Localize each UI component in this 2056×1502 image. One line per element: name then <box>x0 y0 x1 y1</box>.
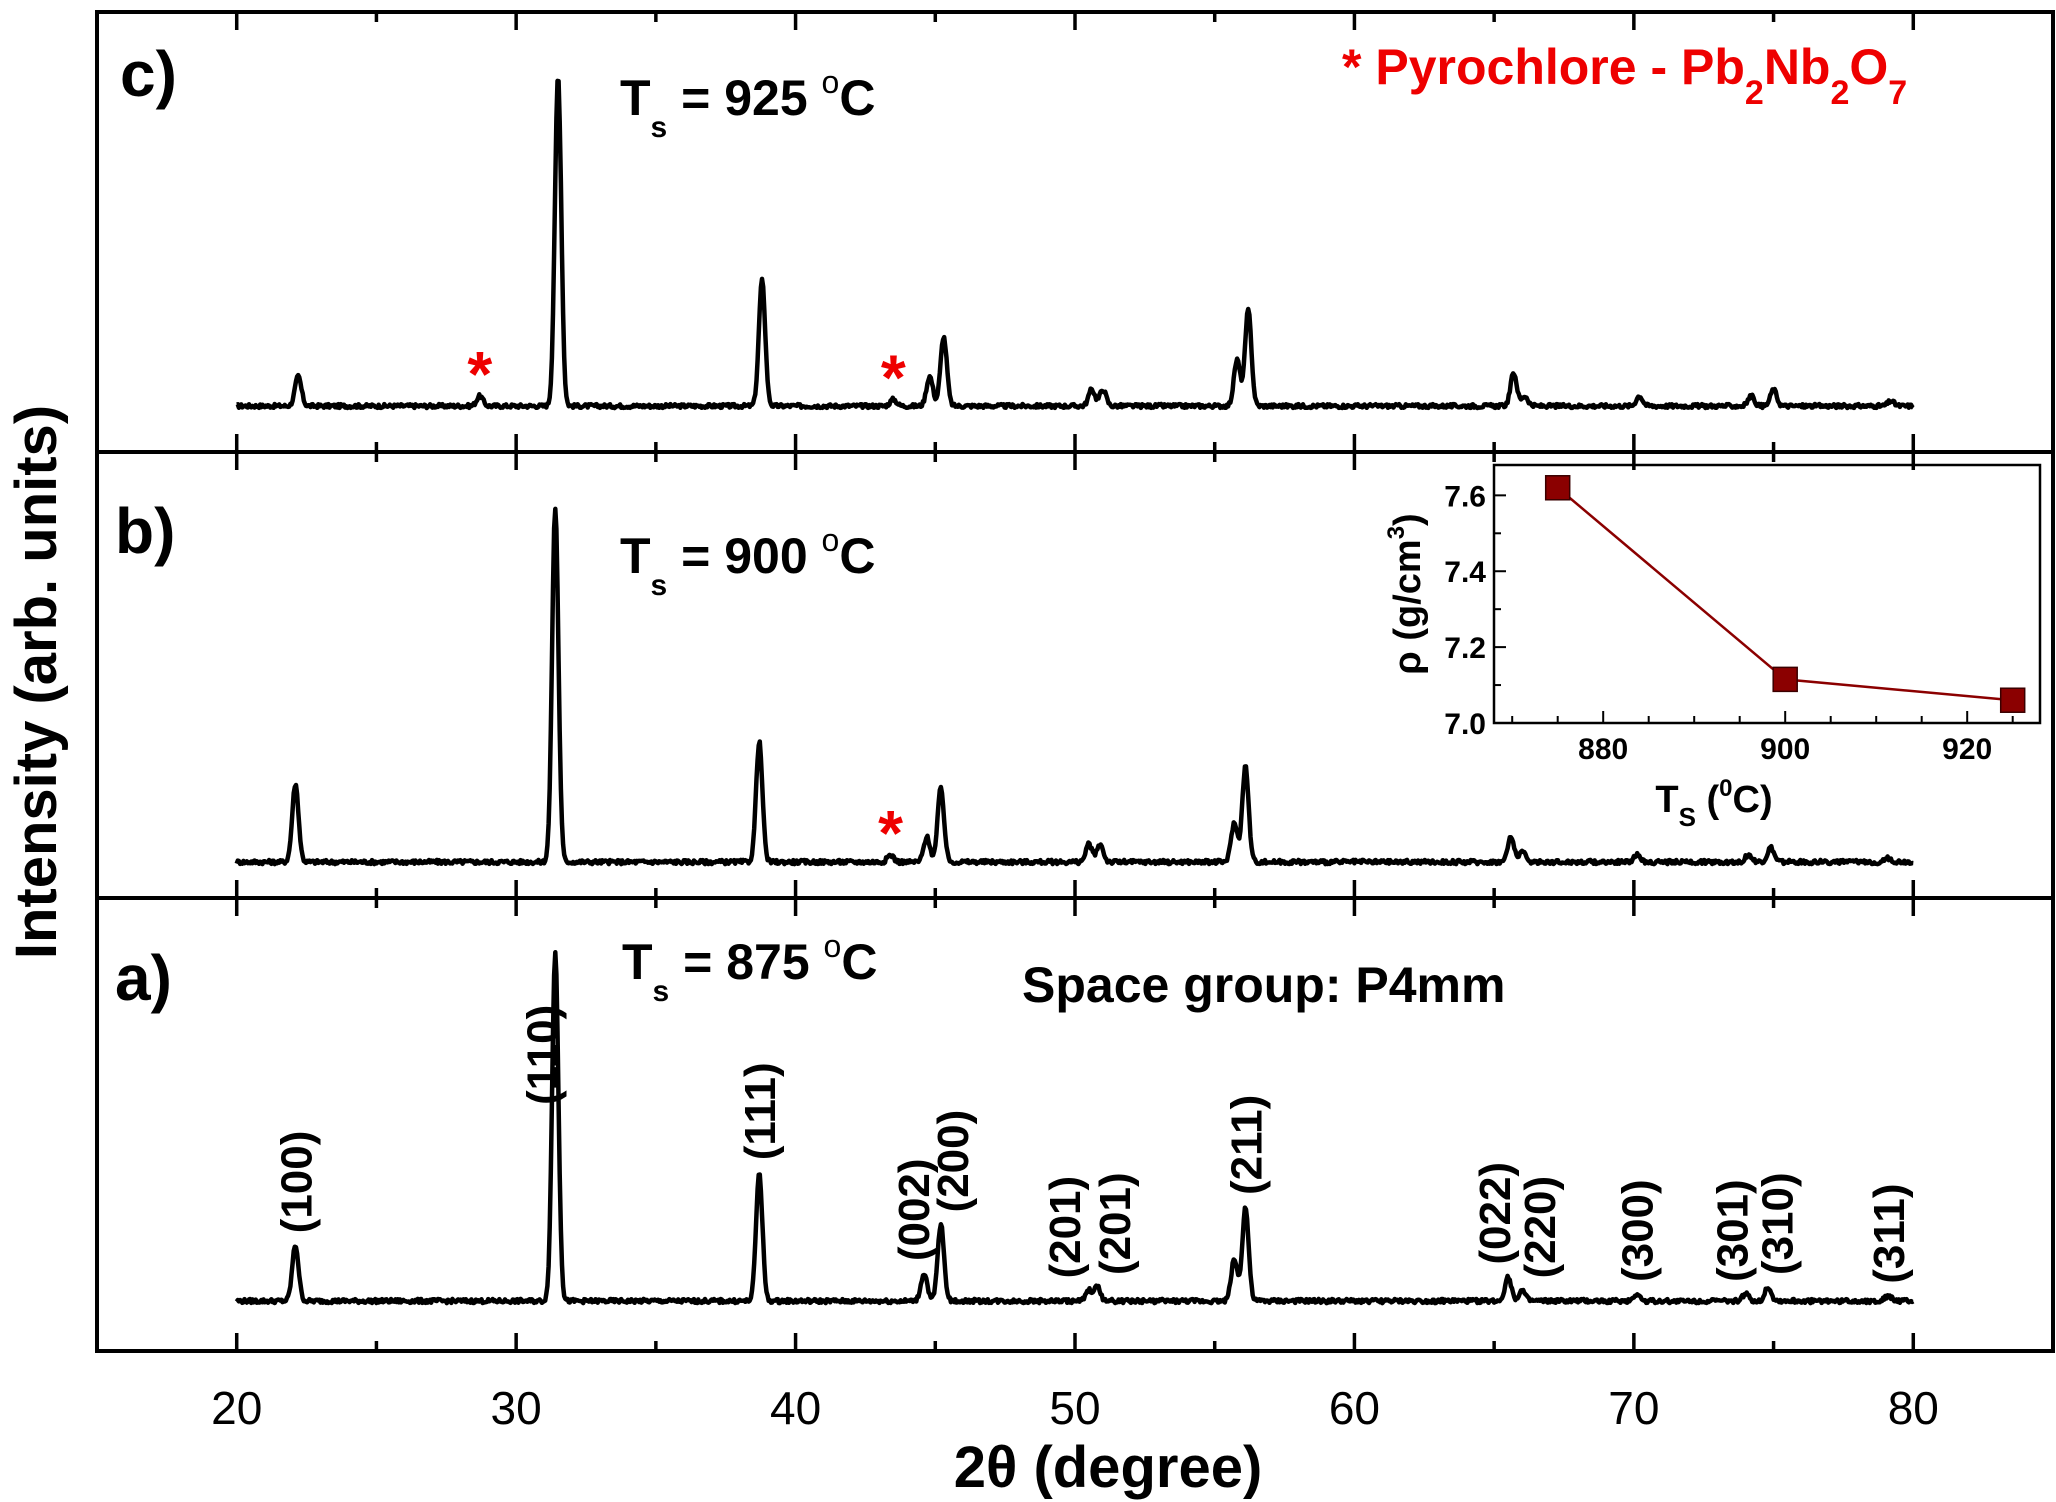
x-tick-label: 30 <box>491 1382 542 1434</box>
hkl-label: (022) <box>1471 1162 1520 1265</box>
pyrochlore-star: * <box>467 338 492 410</box>
inset-y-tick-label: 7.6 <box>1444 480 1486 513</box>
hkl-label: (211) <box>1222 1095 1271 1195</box>
space-group-label: Space group: P4mm <box>1022 957 1505 1013</box>
hkl-label: (110) <box>518 1005 567 1105</box>
x-axis-title: 2θ (degree) <box>954 1435 1263 1500</box>
pyrochlore-star: * <box>878 797 903 869</box>
miller-index-labels: (100) (110) (111) (002)(200) (201) (201) (211)… <box>272 1005 1914 1284</box>
hkl-label: (220) <box>1516 1176 1565 1279</box>
x-tick-label: 60 <box>1329 1382 1380 1434</box>
hkl-label: (200) <box>929 1110 978 1213</box>
temp-label-a: Ts = 875 oC <box>622 928 877 1008</box>
hkl-label: (201) <box>1041 1176 1090 1279</box>
inset-y-title: ρ (g/cm3) <box>1383 513 1429 674</box>
density-inset: 880 900 920 7.0 7.2 7.4 7.6 TS (0C) ρ (g/cm3) <box>1383 463 2042 832</box>
x-tick-label: 80 <box>1888 1382 1939 1434</box>
hkl-label: (300) <box>1614 1179 1663 1282</box>
inset-marker <box>1999 687 2026 713</box>
inset-series <box>1544 475 2026 713</box>
inset-x-tick-label: 900 <box>1760 733 1810 766</box>
x-tick-label: 50 <box>1049 1382 1100 1434</box>
plot-frame <box>95 10 2055 1353</box>
inset-x-tick-label: 880 <box>1578 733 1628 766</box>
xrd-trace-a <box>234 950 1915 1306</box>
inset-y-tick-label: 7.2 <box>1444 632 1486 665</box>
pyrochlore-legend: * Pyrochlore - Pb2Nb2O7 <box>1342 39 1907 112</box>
pyrochlore-markers: * * * <box>467 338 906 869</box>
inset-frame <box>1492 463 2042 725</box>
y-axis-title: Intensity (arb. units) <box>4 405 69 959</box>
temp-label-c: Ts = 925 oC <box>620 64 875 144</box>
diffraction-traces <box>234 78 1915 1306</box>
hkl-label: (002) <box>890 1158 939 1261</box>
inset-ticks: 880 900 920 7.0 7.2 7.4 7.6 <box>1444 480 2014 766</box>
hkl-label: (311) <box>1865 1183 1914 1283</box>
xrd-trace-b <box>234 506 1915 867</box>
inset-y-tick-label: 7.0 <box>1444 708 1486 741</box>
inset-x-title: TS (0C) <box>1655 775 1772 832</box>
inset-y-tick-label: 7.4 <box>1444 556 1486 589</box>
pyrochlore-star: * <box>881 341 906 413</box>
hkl-label: (301) <box>1709 1179 1758 1282</box>
x-tick-label: 40 <box>770 1382 821 1434</box>
temp-label-b: Ts = 900 oC <box>620 522 875 602</box>
panel-label-c: c) <box>120 38 177 110</box>
x-axis-ticks: 20 30 40 50 60 70 80 <box>95 12 2055 1434</box>
inset-marker <box>1544 475 1571 501</box>
panel-label-b: b) <box>115 495 175 567</box>
inset-x-tick-label: 920 <box>1942 733 1992 766</box>
panel-label-a: a) <box>115 942 172 1014</box>
xrd-trace-c <box>235 78 1915 411</box>
hkl-label: (310) <box>1753 1172 1802 1275</box>
x-tick-label: 20 <box>211 1382 262 1434</box>
hkl-label: (201) <box>1091 1172 1140 1275</box>
hkl-label: (100) <box>272 1131 321 1234</box>
inset-marker <box>1772 666 1798 693</box>
x-tick-label: 70 <box>1608 1382 1659 1434</box>
hkl-label: (111) <box>736 1062 785 1160</box>
